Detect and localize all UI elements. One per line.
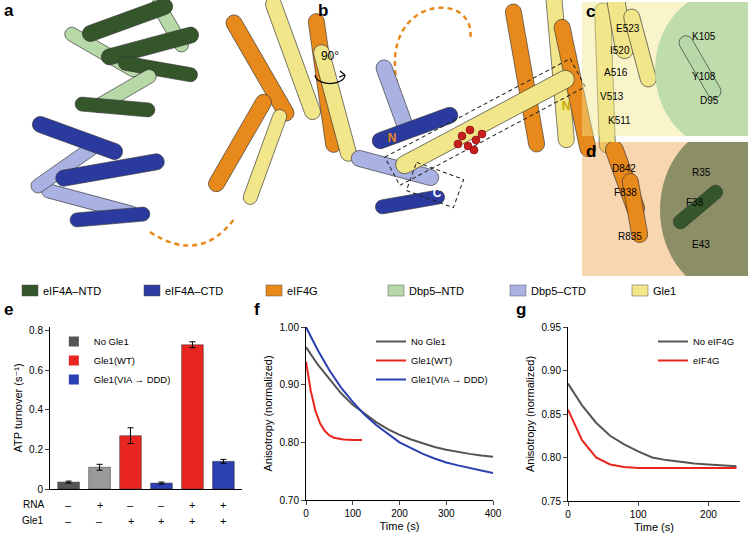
svg-text:+: + (189, 515, 195, 527)
svg-text:–: – (65, 515, 72, 527)
svg-text:a: a (4, 1, 14, 20)
svg-text:K511: K511 (608, 115, 631, 126)
svg-text:1.00: 1.00 (280, 322, 300, 333)
html-text:g: g (516, 300, 527, 319)
svg-text:Gle1(WT): Gle1(WT) (411, 355, 452, 366)
svg-text:0.75: 0.75 (542, 496, 562, 507)
svg-text:300: 300 (438, 508, 455, 519)
svg-text:eIF4A–NTD: eIF4A–NTD (43, 285, 101, 297)
svg-text:eIF4A–CTD: eIF4A–CTD (165, 285, 223, 297)
svg-text:R835: R835 (618, 231, 642, 242)
svg-text:F38: F38 (686, 197, 704, 208)
svg-text:Anisotropy (normalized): Anisotropy (normalized) (524, 356, 536, 472)
svg-text:–: – (96, 515, 103, 527)
svg-text:b: b (318, 1, 328, 20)
svg-text:No eIF4G: No eIF4G (693, 336, 734, 347)
svg-text:200: 200 (391, 508, 408, 519)
svg-text:c: c (586, 2, 595, 21)
svg-text:D95: D95 (700, 95, 719, 106)
svg-text:400: 400 (485, 508, 502, 519)
svg-text:Gle1: Gle1 (653, 285, 676, 297)
svg-text:+: + (97, 499, 103, 511)
svg-text:E43: E43 (692, 239, 710, 250)
svg-text:Y108: Y108 (692, 71, 716, 82)
svg-text:No Gle1: No Gle1 (411, 336, 446, 347)
svg-text:90°: 90° (321, 49, 339, 63)
svg-text:Dbp5–NTD: Dbp5–NTD (409, 285, 464, 297)
svg-text:0.4: 0.4 (29, 404, 43, 415)
svg-text:0.85: 0.85 (542, 409, 562, 420)
svg-text:0.6: 0.6 (29, 365, 43, 376)
html-text:f: f (254, 300, 260, 319)
svg-text:0.80: 0.80 (542, 452, 562, 463)
svg-text:K105: K105 (692, 31, 716, 42)
svg-text:–: – (158, 499, 165, 511)
svg-text:+: + (158, 515, 164, 527)
svg-text:–: – (127, 499, 134, 511)
svg-text:I520: I520 (610, 45, 630, 56)
svg-text:–: – (65, 499, 72, 511)
html-text:e: e (4, 300, 14, 319)
svg-text:0.95: 0.95 (542, 322, 562, 333)
svg-text:ATP turnover (s⁻¹): ATP turnover (s⁻¹) (12, 363, 24, 452)
svg-text:D842: D842 (612, 163, 636, 174)
svg-text:d: d (586, 142, 596, 161)
svg-text:0.90: 0.90 (542, 365, 562, 376)
svg-text:Gle1(WT): Gle1(WT) (94, 355, 135, 366)
svg-text:Gle1(VIA → DDD): Gle1(VIA → DDD) (94, 374, 171, 385)
svg-text:+: + (220, 515, 226, 527)
svg-text:Anisotropy (normalized): Anisotropy (normalized) (262, 355, 274, 471)
svg-text:+: + (128, 515, 134, 527)
svg-text:0: 0 (565, 509, 571, 520)
svg-text:Gle1: Gle1 (22, 515, 44, 526)
svg-text:0.70: 0.70 (280, 495, 300, 506)
svg-text:eIF4G: eIF4G (693, 355, 719, 366)
svg-text:0.90: 0.90 (280, 379, 300, 390)
svg-text:C: C (433, 186, 442, 200)
svg-text:Gle1(VIA → DDD): Gle1(VIA → DDD) (411, 374, 488, 385)
svg-text:Time (s): Time (s) (634, 521, 674, 533)
svg-text:R35: R35 (692, 167, 711, 178)
svg-text:0.8: 0.8 (29, 325, 43, 336)
svg-text:N: N (562, 99, 571, 113)
svg-text:+: + (220, 499, 226, 511)
svg-text:0.2: 0.2 (29, 444, 43, 455)
svg-text:100: 100 (630, 509, 647, 520)
svg-text:100: 100 (344, 508, 361, 519)
svg-text:RNA: RNA (23, 499, 44, 510)
svg-text:V513: V513 (600, 91, 624, 102)
svg-text:A516: A516 (604, 67, 628, 78)
svg-text:F838: F838 (614, 187, 637, 198)
svg-text:0: 0 (303, 508, 309, 519)
svg-text:+: + (189, 499, 195, 511)
svg-text:0: 0 (37, 484, 43, 495)
svg-text:Dbp5–CTD: Dbp5–CTD (531, 285, 586, 297)
svg-text:0.80: 0.80 (280, 437, 300, 448)
svg-text:N: N (388, 131, 397, 145)
svg-text:Time (s): Time (s) (380, 520, 420, 532)
svg-text:200: 200 (700, 509, 717, 520)
svg-text:No Gle1: No Gle1 (94, 336, 129, 347)
svg-text:eIF4G: eIF4G (287, 285, 318, 297)
svg-text:E523: E523 (616, 23, 640, 34)
